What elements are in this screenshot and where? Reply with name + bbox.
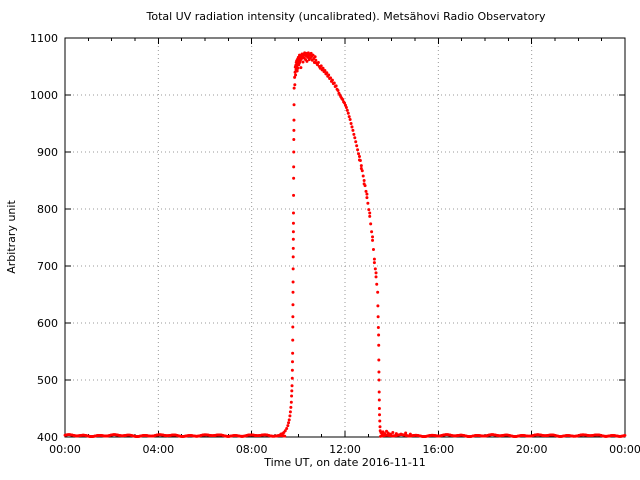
scatter-points [63, 51, 627, 438]
x-tick-label: 12:00 [329, 443, 361, 456]
x-tick-label: 16:00 [422, 443, 454, 456]
y-tick-label: 500 [37, 374, 58, 387]
x-axis-label: Time UT, on date 2016-11-11 [263, 456, 426, 469]
y-tick-label: 1100 [30, 32, 58, 45]
y-tick-label: 700 [37, 260, 58, 273]
x-tick-label: 08:00 [236, 443, 268, 456]
y-tick-label: 400 [37, 431, 58, 444]
gridlines [65, 38, 625, 437]
y-axis-label: Arbitrary unit [5, 200, 18, 274]
series-uv-intensity [63, 51, 627, 438]
x-tick-label: 20:00 [516, 443, 548, 456]
chart-title: Total UV radiation intensity (uncalibrat… [146, 10, 546, 23]
x-tick-label: 04:00 [142, 443, 174, 456]
y-tick-label: 600 [37, 317, 58, 330]
tick-labels: 00:00 04:00 08:00 12:00 16:00 20:00 00:0040050… [30, 32, 640, 456]
plot-border [64, 37, 626, 438]
x-tick-label: 00:00 [609, 443, 640, 456]
y-tick-label: 1000 [30, 89, 58, 102]
axis-ticks [64, 37, 626, 438]
y-tick-label: 800 [37, 203, 58, 216]
y-tick-label: 900 [37, 146, 58, 159]
x-tick-label: 00:00 [49, 443, 81, 456]
